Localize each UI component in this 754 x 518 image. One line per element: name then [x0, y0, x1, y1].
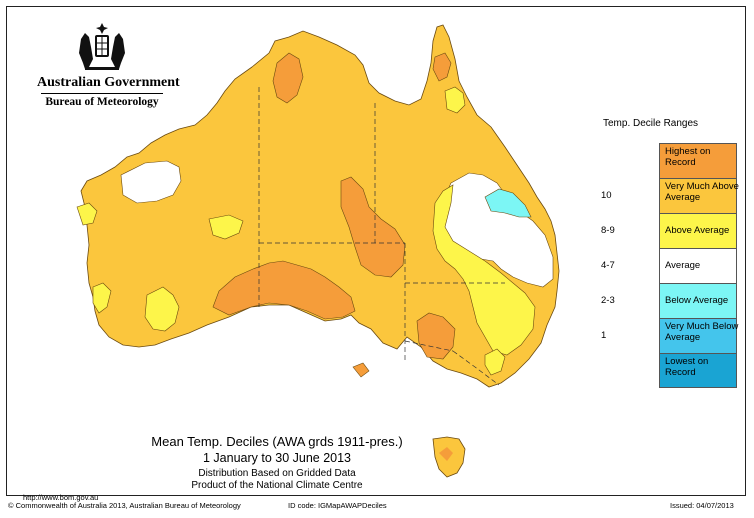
bureau-name: Bureau of Meteorology: [45, 96, 159, 108]
government-name: Australian Government: [37, 75, 180, 90]
map-product-note: Product of the National Climate Centre: [191, 480, 363, 491]
legend-swatch-lowest: [659, 353, 737, 388]
legend-label: Highest on Record: [665, 146, 711, 168]
map-period: 1 January to 30 June 2013: [202, 451, 352, 465]
legend-swatch-below: [659, 283, 737, 318]
legend-row-below: 2-3 Below Average: [593, 283, 743, 318]
legend-label: Above Average: [665, 225, 730, 236]
map-title: Mean Temp. Deciles (AWA grds 1911-pres.): [151, 434, 403, 449]
legend-range: 4-7: [601, 260, 615, 271]
state-borders: [258, 87, 505, 386]
id-code: ID code: IGMapAWAPDeciles: [288, 501, 387, 510]
legend-label: Very Much Above Average: [665, 181, 739, 203]
issued-date: Issued: 04/07/2013: [670, 501, 734, 510]
legend-row-average: 4-7 Average: [593, 248, 743, 283]
legend-row-highest: Highest on Record: [593, 143, 743, 178]
coat-of-arms-icon: [79, 23, 125, 70]
map-frame: Australian Government Bureau of Meteorol…: [6, 6, 746, 502]
legend-range: 8-9: [601, 225, 615, 236]
legend-swatch-highest: [659, 143, 737, 178]
legend-range: 2-3: [601, 295, 615, 306]
logo-divider: [41, 93, 163, 94]
bom-url-link[interactable]: http://www.bom.gov.au: [23, 493, 99, 502]
legend-swatch-very-much-below: [659, 318, 737, 353]
legend-row-lowest: Lowest on Record: [593, 353, 743, 388]
decile-legend: Highest on Record 10 Very Much Above Ave…: [593, 143, 743, 388]
legend-row-above: 8-9 Above Average: [593, 213, 743, 248]
legend-range: 1: [601, 330, 607, 341]
legend-label: Below Average: [665, 295, 729, 306]
legend-label: Very Much Below Average: [665, 321, 739, 343]
legend-swatch-above: [659, 213, 737, 248]
copyright-notice: © Commonwealth of Australia 2013, Austra…: [8, 501, 241, 510]
legend-swatch-very-much-above: [659, 178, 737, 213]
australian-government-logo: Australian Government Bureau of Meteorol…: [37, 23, 180, 108]
australia-decile-map: [76, 24, 560, 478]
legend-label: Average: [665, 260, 701, 271]
map-method-note: Distribution Based on Gridded Data: [198, 468, 356, 479]
legend-row-very-much-below: 1 Very Much Below Average: [593, 318, 743, 353]
legend-title: Temp. Decile Ranges: [603, 118, 699, 129]
legend-label: Lowest on Record: [665, 356, 709, 378]
legend-range: 10: [601, 190, 612, 201]
legend-row-very-much-above: 10 Very Much Above Average: [593, 178, 743, 213]
legend-swatch-average: [659, 248, 737, 283]
